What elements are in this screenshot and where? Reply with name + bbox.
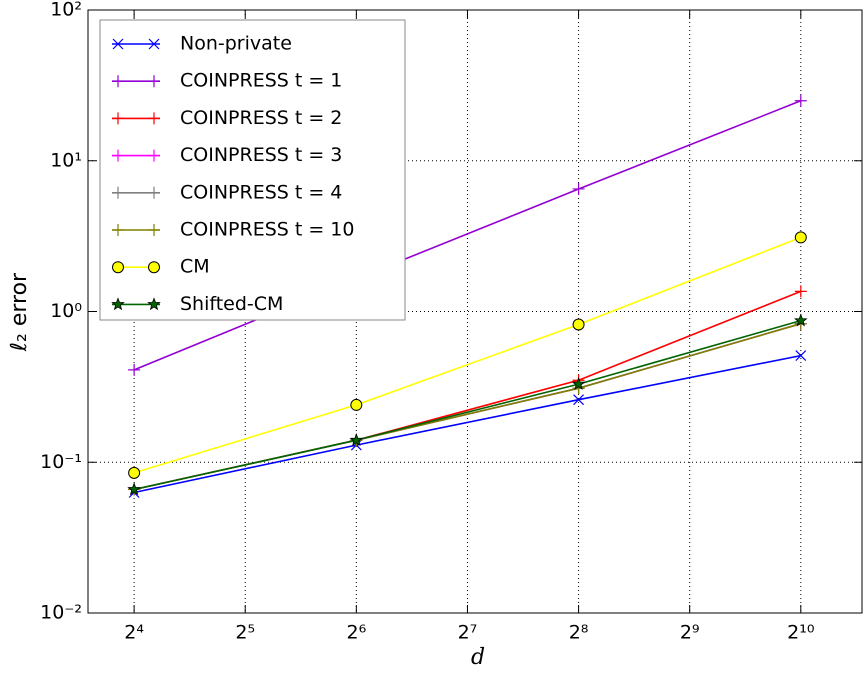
legend-marker — [148, 224, 160, 236]
marker — [127, 482, 141, 496]
legend-marker — [148, 38, 160, 50]
marker — [795, 350, 807, 362]
legend-marker — [112, 38, 124, 50]
y-axis-label: ℓ₂ error — [7, 272, 32, 352]
legend-marker — [112, 112, 124, 125]
marker — [794, 285, 807, 298]
series-line — [133, 354, 801, 494]
x-axis-label: d — [471, 645, 485, 670]
legend-label: CM — [180, 256, 210, 278]
y-tick-label: 10⁻¹ — [40, 451, 82, 473]
x-tick-label: 2⁸ — [569, 622, 589, 644]
marker — [349, 433, 364, 447]
legend-marker — [148, 186, 160, 199]
x-tick-label: 2⁷ — [458, 622, 478, 644]
x-tick-label: 2⁴ — [124, 622, 144, 644]
marker — [128, 363, 141, 376]
series-line — [133, 236, 802, 474]
x-tick-label: 2¹⁰ — [787, 622, 814, 644]
y-tick-label: 10⁻² — [40, 602, 82, 624]
y-tick-label: 10¹ — [50, 149, 82, 171]
series-line — [133, 319, 802, 491]
legend-frame — [99, 19, 406, 321]
marker — [573, 394, 584, 406]
x-tick-label: 2⁵ — [235, 622, 255, 644]
marker — [794, 313, 808, 327]
legend-marker — [148, 75, 160, 88]
legend-marker — [148, 261, 160, 274]
marker — [572, 182, 585, 195]
legend-label: Shifted-CM — [180, 293, 283, 315]
series-line — [133, 100, 802, 371]
marker — [572, 318, 585, 331]
y-tick-label: 10⁰ — [50, 300, 82, 322]
legend-marker — [112, 149, 124, 162]
legend-marker — [112, 261, 124, 274]
marker — [794, 94, 807, 107]
legend-label: Non-private — [180, 33, 292, 55]
legend-marker — [112, 75, 124, 88]
legend-marker — [111, 297, 125, 311]
marker — [571, 376, 586, 390]
legend-label: COINPRESS t = 10 — [180, 219, 355, 241]
legend-marker — [148, 112, 160, 125]
legend-label: COINPRESS t = 3 — [180, 144, 342, 166]
x-tick-label: 2⁶ — [346, 622, 366, 644]
legend-marker — [112, 224, 124, 236]
legend-label: COINPRESS t = 1 — [180, 70, 342, 92]
legend: Non-private COINPRESS t = 1 COINPRESS t = … — [99, 19, 406, 321]
legend-marker — [147, 297, 161, 311]
y-tick-label: 10² — [50, 0, 82, 21]
legend-marker — [148, 149, 160, 162]
legend-label: COINPRESS t = 2 — [180, 107, 342, 129]
marker — [128, 466, 141, 479]
legend-marker — [112, 186, 124, 199]
legend-label: COINPRESS t = 4 — [180, 181, 342, 203]
marker — [794, 231, 807, 244]
x-tick-label: 2⁹ — [680, 622, 700, 644]
marker — [350, 398, 363, 411]
plot-frame — [87, 9, 863, 614]
